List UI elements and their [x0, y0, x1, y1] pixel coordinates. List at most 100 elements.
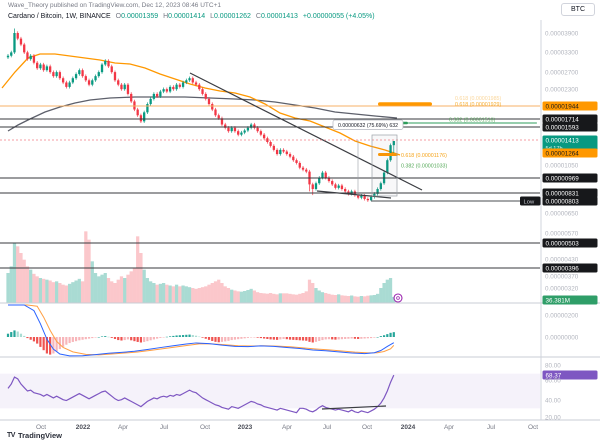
macd-hist-bar	[74, 337, 78, 342]
macd-hist-bar	[240, 337, 243, 339]
volume-bar	[187, 287, 192, 303]
price-label-box	[542, 101, 598, 111]
candle-body	[159, 91, 162, 97]
volume-bar	[262, 293, 266, 303]
volume-bar	[356, 296, 360, 303]
time-axis-label: Oct	[528, 424, 538, 431]
time-axis-label: 2022	[76, 424, 91, 431]
macd-hist-bar	[211, 337, 214, 341]
price-label-text: 0.00001413	[546, 137, 580, 144]
macd-hist-bar	[16, 331, 19, 337]
price-axis[interactable]: 0.00003900 0.00003300 0.00002700 0.00002300…	[520, 30, 598, 421]
time-axis[interactable]: Oct 2022 Apr Jul Oct 2023 Apr Jul Oct 2024 Apr Jul O…	[36, 424, 538, 431]
candle-body	[120, 84, 123, 90]
candle-body	[292, 156, 295, 161]
macd-hist-bar	[19, 333, 23, 337]
volume-bar	[71, 282, 75, 303]
trendline	[321, 405, 387, 410]
candle-body	[220, 118, 224, 125]
macd-hist-bar	[181, 335, 185, 337]
volume-layer	[6, 231, 396, 303]
low-badge-text: Low	[524, 199, 535, 205]
volume-bar	[298, 293, 302, 303]
candle-body	[311, 184, 314, 190]
volume-bar	[155, 284, 159, 303]
candle-body	[318, 177, 321, 184]
volume-bar	[126, 274, 130, 303]
macd-hist-bar	[10, 332, 13, 337]
macd-hist-bar	[143, 337, 146, 342]
volume-bar	[346, 296, 351, 303]
candle-body	[71, 78, 74, 83]
candle-body	[366, 198, 370, 201]
volume-bar	[379, 288, 383, 303]
macd-hist-bar	[334, 337, 337, 340]
volume-bar	[265, 293, 269, 303]
candle-body	[246, 127, 250, 131]
time-axis-label: Apr	[282, 424, 293, 431]
volume-bar	[288, 293, 292, 303]
close-label: C	[255, 13, 261, 20]
swirl-emoji-marker	[393, 293, 403, 303]
volume-bar	[252, 290, 257, 303]
macd-hist-bar	[65, 337, 68, 345]
volume-bar	[259, 293, 263, 303]
price-tick-label: 0.00002300	[545, 86, 579, 93]
time-axis-label: Jul	[160, 424, 169, 431]
volume-bar	[35, 276, 39, 303]
macd-hist-bar	[55, 337, 58, 352]
price-label-text: 0.00000803	[546, 198, 580, 205]
publish-attribution: Wave_Theory published on TradingView.com…	[8, 2, 221, 9]
macd-hist-bar	[386, 334, 389, 337]
candle-body	[201, 89, 204, 94]
macd-hist-bar	[263, 337, 266, 339]
time-axis-label: Apr	[118, 424, 129, 431]
macd-hist-bar	[133, 337, 136, 342]
range-tooltip-text: 0.00000632 (75.69%) 632	[338, 123, 398, 129]
currency-unit-button[interactable]: BTC	[561, 3, 595, 16]
volume-bar	[324, 293, 328, 303]
volume-bar	[314, 288, 318, 303]
volume-bar	[385, 279, 389, 303]
macd-hist-bar	[227, 337, 230, 341]
macd-hist-bar	[84, 337, 87, 340]
volume-bar	[174, 284, 179, 303]
volume-bar	[77, 278, 81, 303]
volume-bar	[42, 278, 46, 303]
tradingview-logo-icon: TV	[7, 432, 15, 439]
candle-body	[81, 70, 84, 77]
volume-bar	[392, 296, 396, 303]
volume-bar	[246, 290, 250, 303]
candle-body	[100, 64, 104, 73]
macd-hist-bar	[279, 337, 282, 340]
volume-bar	[366, 295, 370, 303]
volume-bar	[343, 295, 347, 303]
candle-body	[214, 109, 217, 116]
low-label: L	[210, 13, 214, 20]
time-axis-label: Jul	[323, 424, 332, 431]
candle-body	[217, 115, 220, 119]
tradingview-logo-text: TradingView	[17, 431, 62, 440]
volume-bar	[132, 268, 137, 303]
volume-bar	[223, 286, 227, 303]
time-axis-label: Oct	[36, 424, 46, 431]
macd-hist-bar	[373, 337, 376, 338]
candle-body	[269, 142, 272, 146]
macd-histogram	[6, 330, 395, 355]
candle-body	[194, 82, 198, 85]
macd-hist-bar	[6, 333, 10, 337]
symbol-legend: Cardano / Bitcoin, 1W, BINANCE O0.000013…	[8, 13, 375, 20]
candle-body	[42, 64, 45, 71]
candle-body	[240, 132, 243, 135]
macd-hist-bar	[194, 335, 198, 337]
volume-bar	[291, 294, 295, 303]
low-badge-box	[520, 196, 541, 206]
price-tick-label: 0.00003300	[545, 49, 579, 56]
macd-hist-bar	[110, 337, 113, 338]
volume-bar	[220, 283, 224, 303]
macd-hist-bar	[344, 337, 347, 339]
macd-hist-bar	[285, 337, 288, 340]
macd-hist-bar	[169, 336, 172, 337]
macd-hist-bar	[327, 337, 331, 340]
